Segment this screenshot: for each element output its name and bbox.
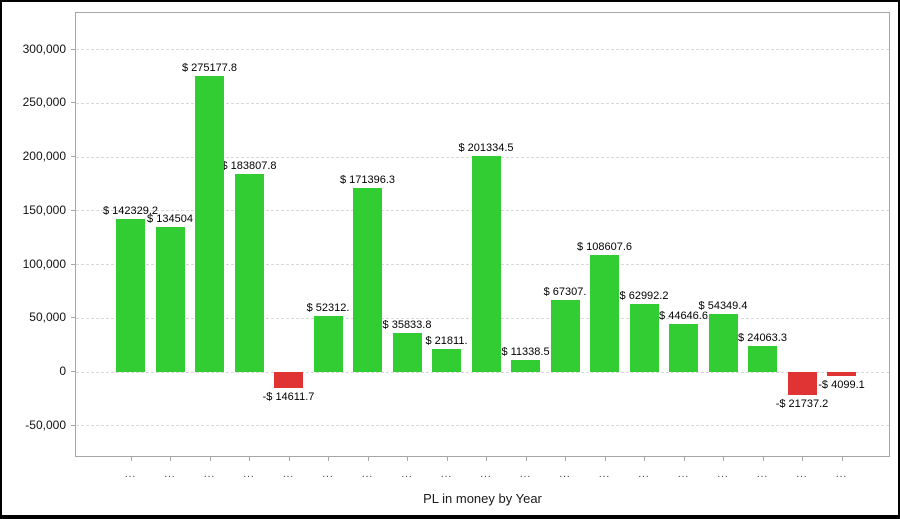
bar-value-label: $ 108607.6 (576, 241, 633, 254)
x-axis-tick (525, 457, 527, 461)
y-axis-tick (71, 317, 75, 319)
bar-value-label: $ 11338.5 (501, 345, 550, 358)
profit-bar (313, 315, 343, 372)
profit-bar (353, 187, 382, 372)
x-axis-category-label: ... (598, 469, 611, 480)
x-axis-category-label: ... (717, 469, 729, 480)
profit-bar (748, 346, 777, 372)
profit-bar (511, 359, 540, 372)
x-axis-category-label: ... (124, 469, 137, 480)
y-gridline (76, 49, 889, 51)
profit-bar (590, 255, 619, 372)
bar-value-label: $ 183807.8 (221, 160, 277, 173)
x-axis-tick (367, 457, 369, 461)
x-axis-category-label: ... (559, 469, 571, 480)
profit-bar (669, 324, 698, 372)
x-axis-category-label: ... (638, 469, 650, 480)
x-axis-category-label: ... (677, 469, 690, 480)
x-axis-category-label: ... (203, 469, 216, 480)
y-axis-label: -50,000 (25, 417, 66, 432)
y-axis-tick (71, 209, 75, 211)
profit-bar (708, 313, 738, 372)
x-axis-tick (486, 457, 487, 461)
x-axis-tick (683, 457, 685, 461)
x-axis-category-label: ... (164, 469, 176, 480)
x-axis-tick (565, 457, 566, 461)
x-axis-category-label: ... (322, 469, 334, 480)
bar-value-label: $ 134504 (147, 213, 193, 226)
x-axis-tick (288, 457, 290, 461)
x-axis-tick (209, 457, 211, 461)
bar-value-label: $ 142329.2 (102, 205, 159, 218)
x-axis-tick (249, 457, 250, 461)
bar-value-label: -$ 21737.2 (775, 398, 829, 411)
chart-title: PL in money by Year (423, 491, 542, 506)
bar-value-label: $ 171396.3 (339, 173, 396, 186)
profit-bar (629, 304, 659, 372)
x-axis-category-label: ... (835, 469, 848, 480)
x-axis-tick (604, 457, 606, 461)
x-axis-tick (644, 457, 645, 461)
y-axis-label: 300,000 (22, 41, 66, 56)
y-axis-label: 50,000 (29, 310, 66, 325)
x-axis-category-label: ... (401, 469, 413, 480)
bar-value-label: $ 52312. (306, 301, 350, 314)
plot-area: $ 142329.2... $ 134504... $ 275177.8... $ 1… (75, 12, 890, 480)
x-axis-tick (446, 457, 448, 461)
x-axis-category-label: ... (519, 469, 532, 480)
bar-value-label: $ 21811. (425, 334, 468, 347)
y-axis-tick (71, 48, 75, 50)
x-axis-category-label: ... (243, 469, 255, 480)
profit-bar (195, 76, 224, 372)
profit-bar (432, 348, 461, 372)
y-axis-tick (71, 424, 75, 426)
profit-bar (550, 299, 580, 372)
x-axis-tick (130, 457, 132, 461)
y-axis-label: 200,000 (22, 149, 66, 164)
x-axis-tick (762, 457, 764, 461)
y-axis-tick (71, 371, 75, 372)
y-axis-label: 100,000 (22, 256, 66, 271)
x-axis-tick (802, 457, 803, 461)
x-axis-category-label: ... (361, 469, 374, 480)
y-axis-label: 0 (59, 364, 66, 378)
y-axis-label: 250,000 (22, 95, 66, 110)
profit-bar (471, 155, 501, 372)
bar-value-label: -$ 4099.1 (818, 379, 865, 392)
x-axis-tick (407, 457, 408, 461)
y-axis-tick (71, 263, 75, 265)
bar-value-label: $ 62992.2 (619, 290, 669, 303)
profit-bar (234, 174, 264, 372)
y-axis-tick (71, 102, 75, 104)
x-axis-tick (841, 457, 843, 461)
bar-value-label: $ 35833.8 (382, 319, 432, 332)
x-axis-category-label: ... (440, 469, 453, 480)
loss-bar (787, 372, 817, 396)
bar-value-label: $ 201334.5 (458, 141, 514, 154)
loss-bar (827, 372, 856, 377)
x-axis-category-label: ... (796, 469, 808, 480)
profit-bar (155, 227, 185, 372)
bar-value-label: $ 24063.3 (738, 332, 787, 345)
profit-bar (116, 219, 145, 372)
x-axis-category-label: ... (480, 469, 492, 480)
y-gridline (76, 371, 889, 373)
y-axis-tick (71, 156, 75, 158)
x-axis-tick (723, 457, 724, 461)
bar-value-label: $ 44646.6 (659, 310, 708, 323)
bar-value-label: $ 67307. (543, 285, 587, 298)
bar-value-label: $ 275177.8 (181, 62, 238, 75)
profit-bar (392, 333, 422, 372)
loss-bar (274, 372, 303, 388)
y-gridline (76, 102, 889, 104)
x-axis-tick (170, 457, 171, 461)
x-axis-category-label: ... (756, 469, 769, 480)
x-axis-tick (328, 457, 329, 461)
y-gridline (76, 425, 889, 427)
bar-value-label: $ 54349.4 (698, 299, 748, 312)
x-axis-category-label: ... (282, 469, 295, 480)
bar-value-label: -$ 14611.7 (262, 390, 315, 403)
y-axis-label: 150,000 (22, 202, 66, 217)
